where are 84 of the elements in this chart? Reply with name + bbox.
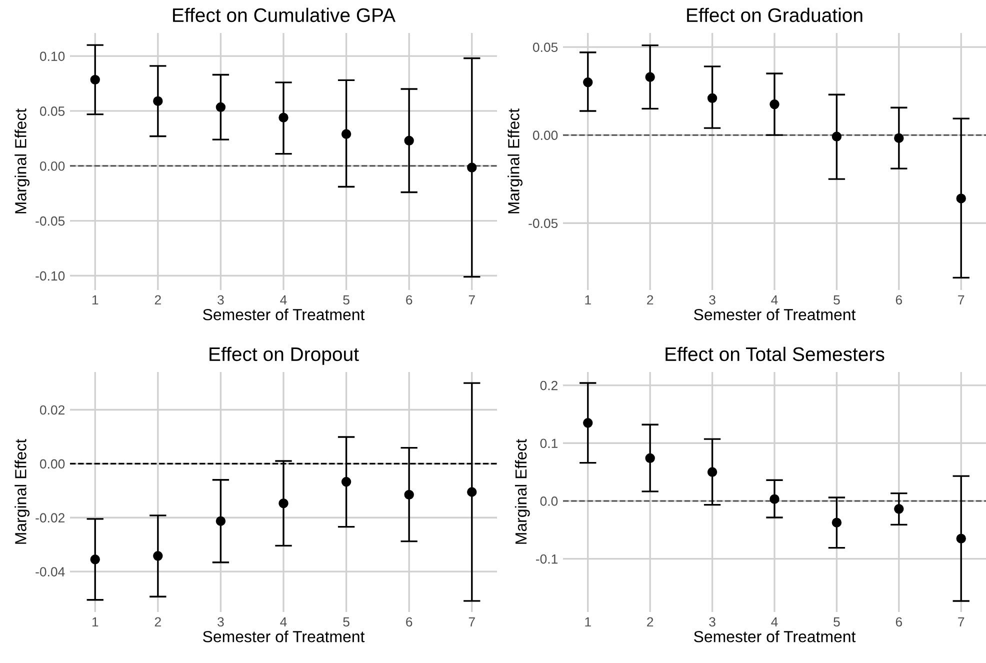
y-axis-title: Marginal Effect: [508, 108, 523, 214]
x-tick-label: 7: [958, 617, 964, 626]
point: [404, 490, 414, 500]
point: [341, 476, 352, 487]
x-tick-label: 3: [709, 617, 716, 627]
y-tick-label: 0.10: [40, 52, 65, 61]
point: [894, 133, 904, 143]
x-tick-label: 1: [92, 617, 98, 626]
y-tick-label: 0.05: [40, 106, 65, 116]
x-tick-label: 2: [647, 617, 654, 626]
point: [832, 132, 842, 142]
point: [770, 99, 780, 110]
x-tick-label: 3: [218, 617, 224, 627]
x-axis-title: Semester of Treatment: [203, 630, 365, 642]
point: [583, 77, 593, 88]
point: [90, 554, 100, 564]
x-tick-label: 2: [154, 617, 161, 626]
x-tick-label: 4: [280, 295, 287, 304]
point: [278, 498, 288, 508]
x-tick-label: 6: [896, 617, 902, 627]
y-tick-label: -0.04: [36, 567, 65, 576]
point: [956, 194, 966, 204]
x-tick-label: 7: [468, 295, 475, 304]
y-tick-label: -0.1: [536, 554, 558, 564]
x-axis-title: Semester of Treatment: [694, 630, 856, 642]
point: [216, 102, 226, 112]
y-tick-label: -0.10: [36, 271, 65, 281]
x-tick-label: 6: [406, 295, 412, 305]
x-axis-title: Semester of Treatment: [694, 308, 856, 320]
y-tick-label: 0.00: [40, 161, 65, 171]
x-tick-label: 1: [92, 295, 98, 304]
y-axis-title: Marginal Effect: [514, 438, 530, 544]
y-tick-label: 0.00: [532, 130, 558, 140]
chart-title: Effect on Cumulative GPA: [173, 8, 396, 22]
y-tick-label: -0.02: [36, 513, 64, 523]
point: [770, 494, 780, 504]
x-tick-label: 1: [585, 295, 591, 304]
chart-title: Effect on Graduation: [687, 8, 862, 22]
x-tick-label: 2: [647, 295, 654, 304]
x-tick-label: 4: [771, 295, 778, 304]
point: [894, 504, 904, 514]
x-tick-label: 3: [218, 295, 224, 305]
x-tick-label: 1: [585, 617, 591, 626]
point: [956, 534, 966, 544]
y-tick-label: 0.0: [540, 496, 558, 506]
point: [583, 418, 593, 428]
x-tick-label: 6: [896, 295, 902, 305]
y-tick-label: 0.00: [40, 459, 65, 469]
point: [216, 516, 226, 526]
point: [341, 129, 352, 139]
x-tick-label: 2: [154, 295, 161, 304]
y-tick-label: -0.05: [36, 216, 65, 226]
x-tick-label: 5: [834, 617, 840, 627]
y-tick-label: 0.05: [532, 42, 558, 52]
point: [707, 467, 718, 477]
chart-title: Effect on Dropout: [210, 346, 359, 365]
point: [467, 162, 477, 172]
point: [645, 453, 655, 464]
x-tick-label: 5: [343, 617, 350, 627]
y-tick-label: -0.05: [528, 218, 558, 228]
x-tick-label: 4: [771, 617, 778, 626]
point: [278, 112, 288, 122]
point: [153, 551, 163, 561]
y-tick-label: 0.02: [40, 405, 64, 415]
x-tick-label: 7: [468, 617, 475, 626]
x-tick-label: 5: [343, 295, 350, 305]
x-tick-label: 7: [958, 295, 964, 304]
point: [707, 93, 718, 103]
y-tick-label: 0.1: [540, 438, 558, 448]
point: [90, 74, 100, 85]
chart-title: Effect on Total Semesters: [666, 346, 884, 362]
x-tick-label: 3: [709, 295, 716, 305]
y-axis-title: Marginal Effect: [14, 108, 30, 214]
x-axis-title: Semester of Treatment: [203, 308, 365, 320]
point: [832, 518, 842, 528]
point: [404, 136, 414, 146]
x-tick-label: 6: [406, 617, 412, 627]
y-tick-label: 0.2: [540, 380, 558, 390]
point: [467, 487, 477, 497]
point: [645, 72, 655, 82]
y-axis-title: Marginal Effect: [14, 438, 30, 544]
x-tick-label: 4: [280, 617, 287, 626]
x-tick-label: 5: [834, 295, 840, 305]
point: [153, 96, 163, 106]
